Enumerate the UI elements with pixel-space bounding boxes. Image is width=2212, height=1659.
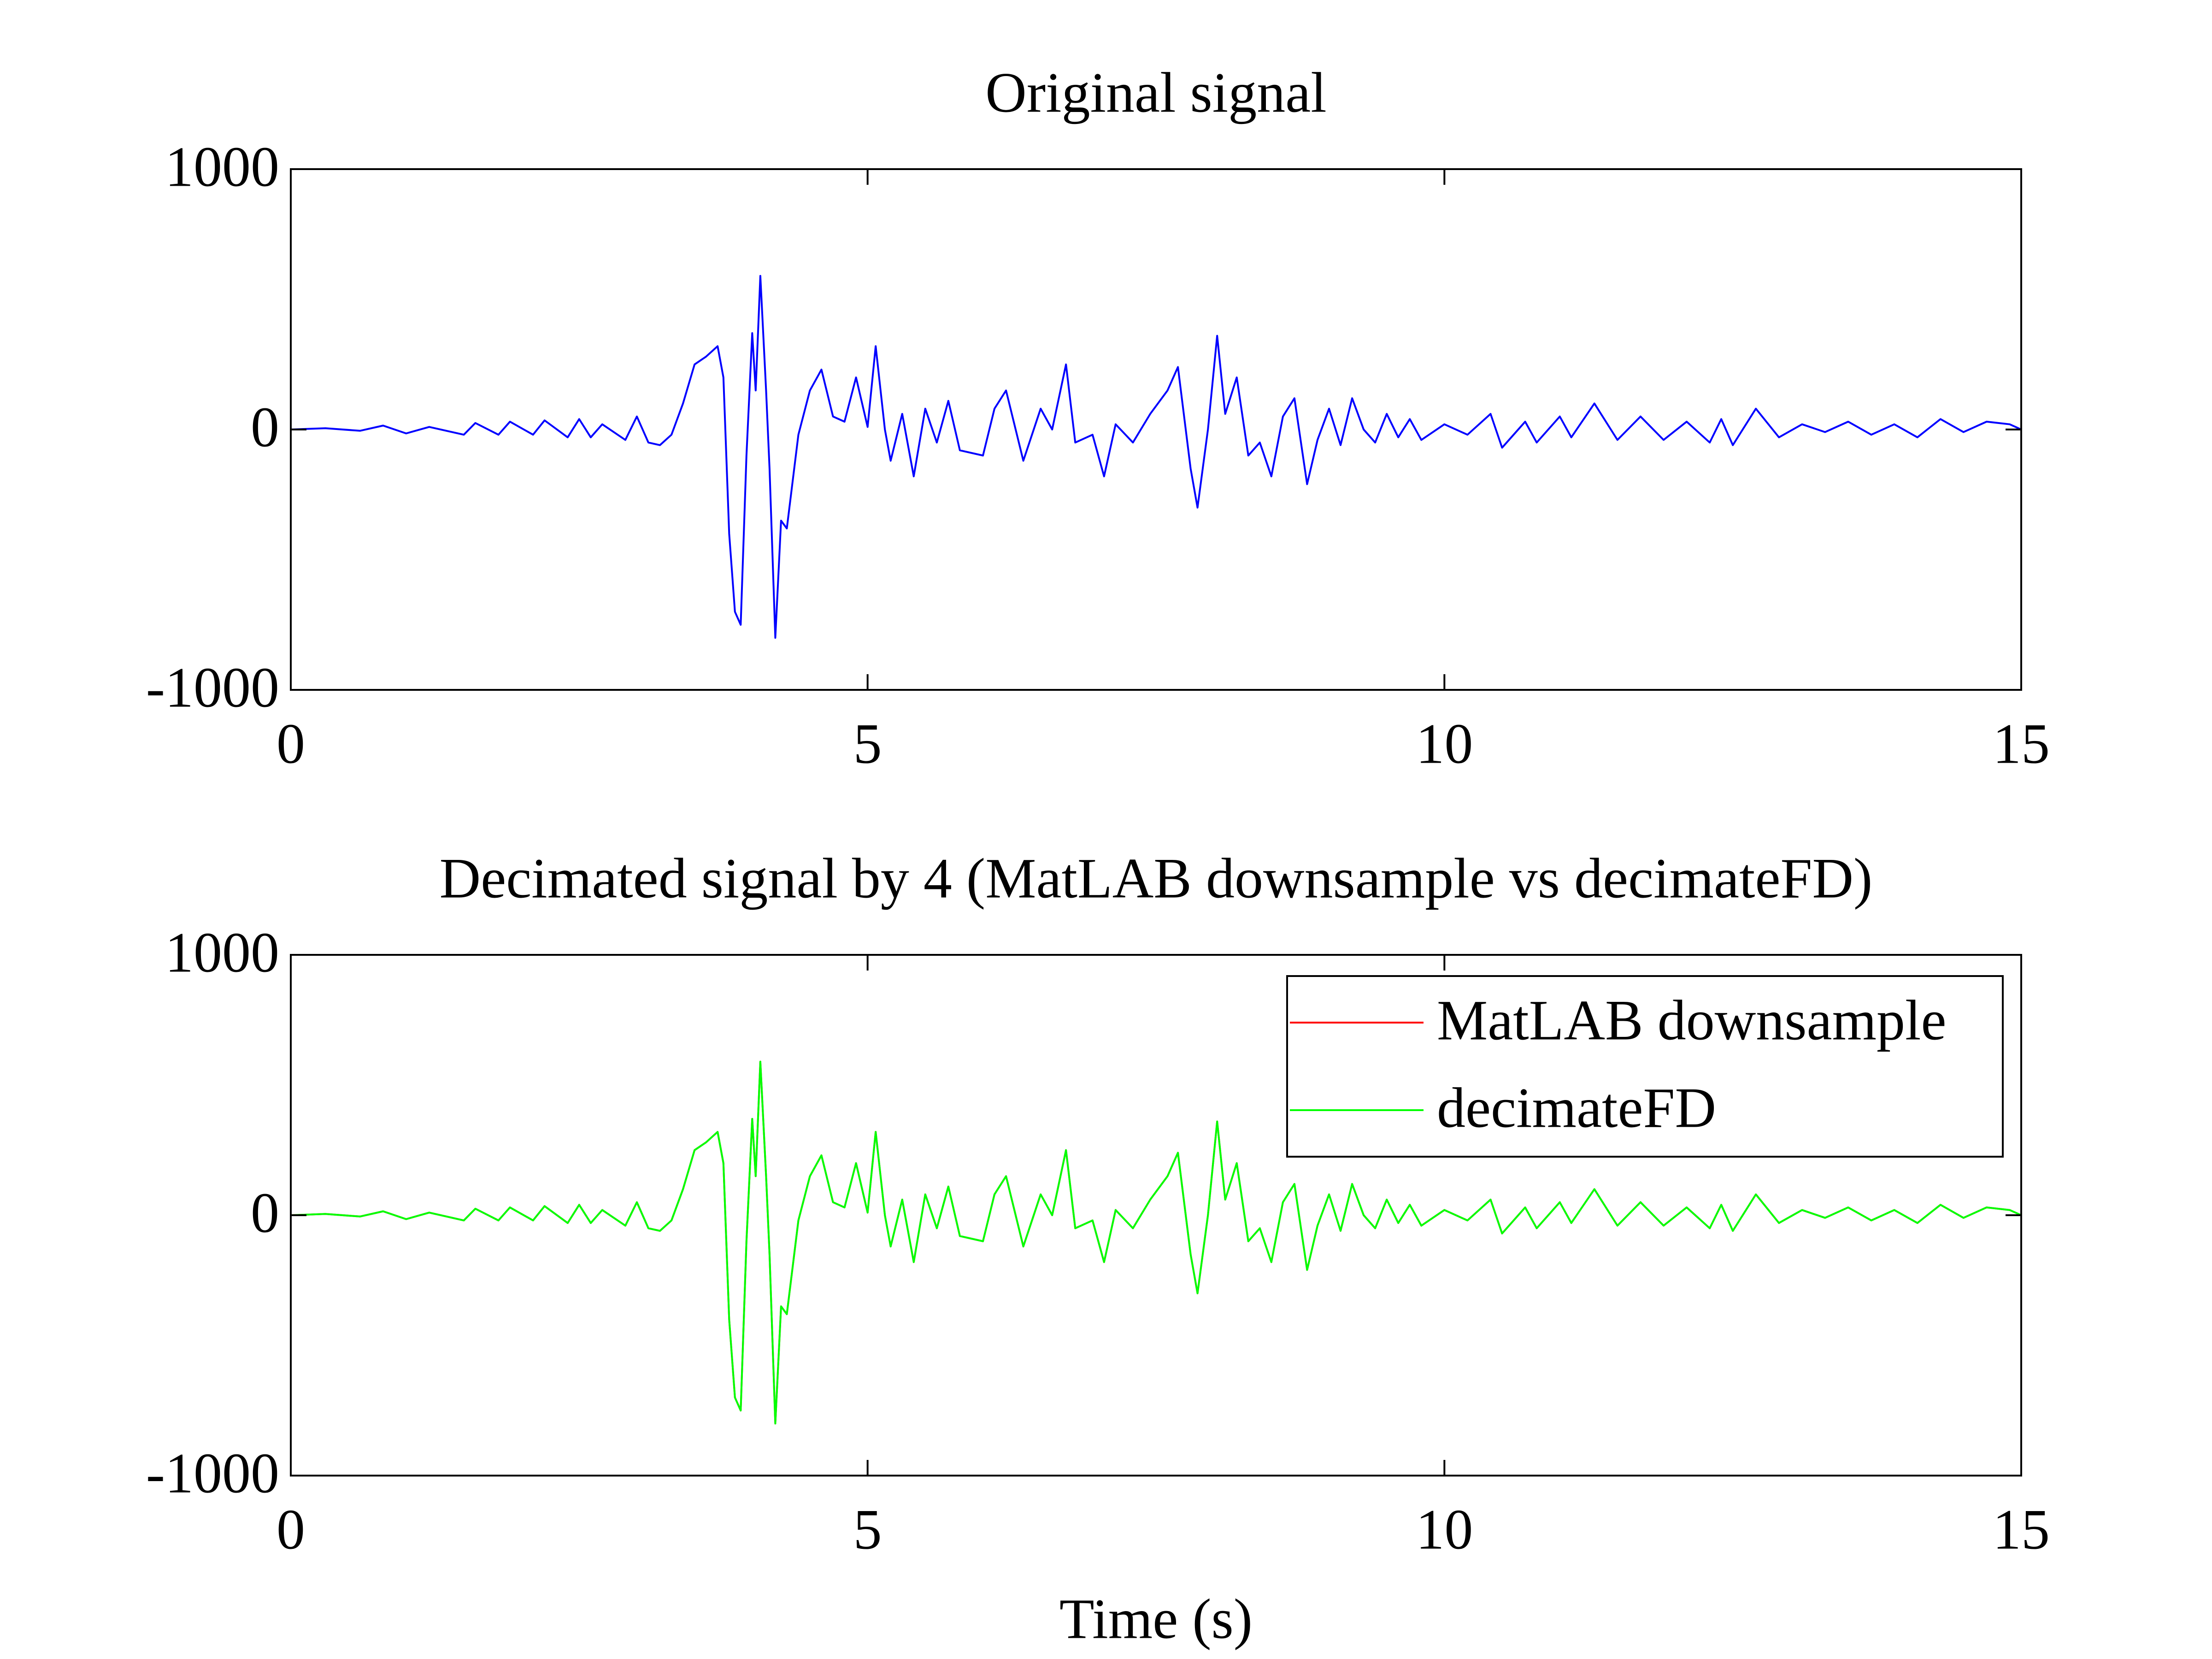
signal-line [290,275,2022,639]
x-tick-label: 15 [1993,1498,2050,1561]
x-tick-label: 5 [853,1498,882,1561]
y-tick-label: -1000 [146,1441,279,1505]
y-tick-label: 0 [251,1181,279,1244]
x-tick-label: 10 [1416,712,1473,775]
x-tick-label: 5 [853,712,882,775]
y-tick-label: 0 [251,395,279,459]
chart-title: Original signal [985,61,1326,124]
legend-label: decimateFD [1437,1076,1716,1139]
signal-line [290,1060,2022,1424]
x-tick-label: 0 [276,712,305,775]
legend-label: MatLAB downsample [1437,988,1947,1052]
x-tick-label: 0 [276,1498,305,1561]
chart-title: Decimated signal by 4 (MatLAB downsample… [440,847,1873,910]
y-tick-label: -1000 [146,656,279,719]
y-tick-label: 1000 [165,135,279,198]
y-tick-label: 1000 [165,921,279,984]
x-tick-label: 10 [1416,1498,1473,1561]
legend-box [1286,975,2004,1158]
x-axis-label: Time (s) [1059,1587,1253,1650]
x-tick-label: 15 [1993,712,2050,775]
